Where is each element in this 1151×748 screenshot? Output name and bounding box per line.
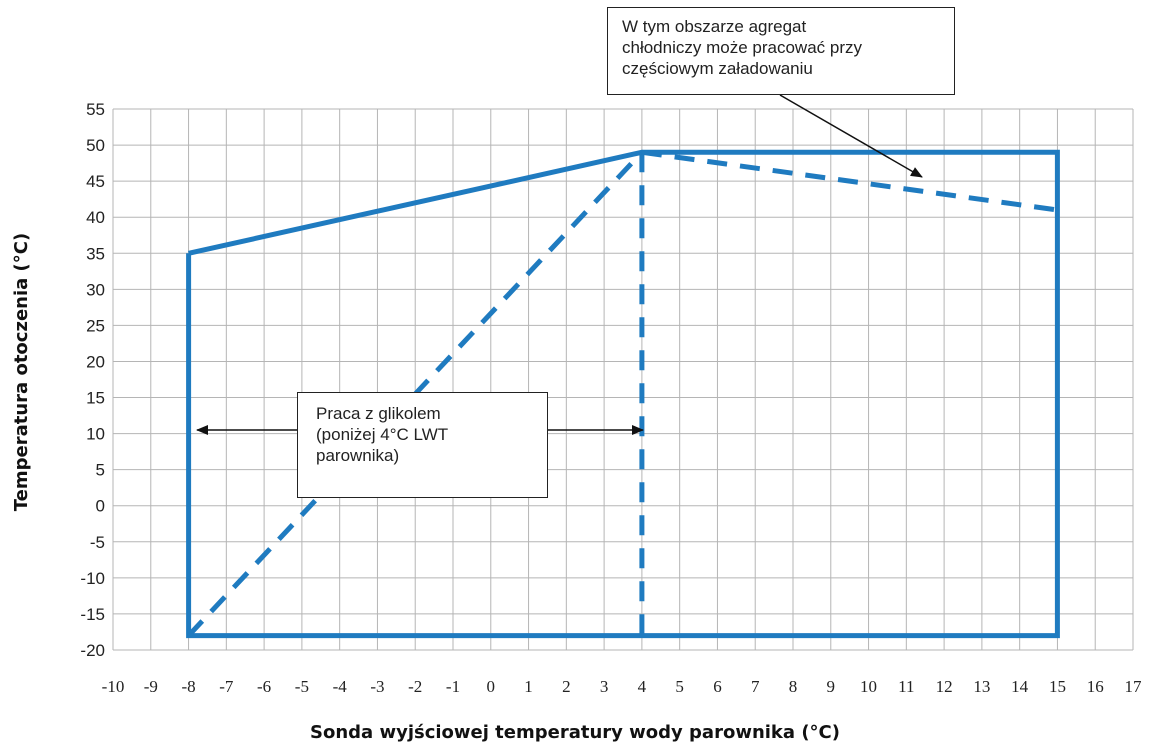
partial-load-callout: W tym obszarze agregat chłodniczy może p… [607,7,955,95]
y-tick-label: 5 [96,461,105,480]
x-tick-label: 15 [1049,677,1066,696]
x-tick-label: -8 [181,677,195,696]
y-tick-label: 30 [86,280,105,299]
x-tick-label: -4 [333,677,348,696]
y-tick-label: 40 [86,208,105,227]
x-tick-labels: -10 -9 -8 -7 -6 -5 -4 -3 -2 -1 0 1 2 3 4 5 6 7 8 9 10 11 12 13 1… [102,677,1142,696]
y-tick-label: -15 [80,605,105,624]
x-tick-label: 14 [1011,677,1029,696]
x-tick-label: 0 [487,677,496,696]
x-tick-label: 5 [675,677,684,696]
x-tick-label: 4 [638,677,647,696]
y-tick-label: 55 [86,100,105,119]
y-tick-label: 20 [86,352,105,371]
x-tick-label: 7 [751,677,760,696]
callout-line: W tym obszarze agregat [622,17,807,36]
dashed-series-line [641,149,1058,213]
x-tick-label: 9 [827,677,836,696]
y-tick-label: -20 [80,641,105,660]
y-tick-label: 0 [96,497,105,516]
grid [112,108,1134,651]
x-tick-label: 1 [524,677,533,696]
x-tick-label: 16 [1087,677,1104,696]
callout-line: chłodniczy może pracować przy [622,38,862,57]
envelope-line [186,149,1060,639]
x-axis-title: Sonda wyjściowej temperatury wody parown… [310,722,840,743]
y-tick-label: 45 [86,172,105,191]
glycol-callout: Praca z glikolem (poniżej 4°C LWT parown… [297,392,548,498]
x-tick-label: 17 [1125,677,1143,696]
x-tick-label: 10 [860,677,877,696]
x-tick-label: 3 [600,677,609,696]
y-tick-label: 15 [86,389,105,408]
y-tick-label: 50 [86,136,105,155]
y-tick-label: -10 [80,569,105,588]
x-tick-label: -6 [257,677,271,696]
partial-load-arrow [779,94,923,178]
x-tick-label: 13 [973,677,990,696]
callout-line: parownika) [316,446,400,465]
callout-line: Praca z glikolem [316,404,441,423]
y-axis-title: Temperatura otoczenia (°C) [11,233,32,511]
y-tick-label: 10 [86,425,105,444]
x-tick-label: 6 [713,677,722,696]
x-tick-label: 12 [936,677,953,696]
y-tick-label: 35 [86,244,105,263]
x-tick-label: -7 [219,677,234,696]
x-tick-label: -1 [446,677,460,696]
x-tick-label: 11 [898,677,914,696]
x-tick-label: 2 [562,677,571,696]
annotation-arrows [196,94,923,435]
x-tick-label: 8 [789,677,798,696]
callout-line: częściowym załadowaniu [622,59,813,78]
x-tick-label: -9 [144,677,158,696]
y-tick-label: -5 [90,533,105,552]
callout-line: (poniżej 4°C LWT [316,425,449,444]
x-tick-label: -5 [295,677,309,696]
y-tick-label: 25 [86,316,105,335]
x-tick-label: -2 [408,677,422,696]
x-tick-label: -10 [102,677,125,696]
x-tick-label: -3 [370,677,384,696]
